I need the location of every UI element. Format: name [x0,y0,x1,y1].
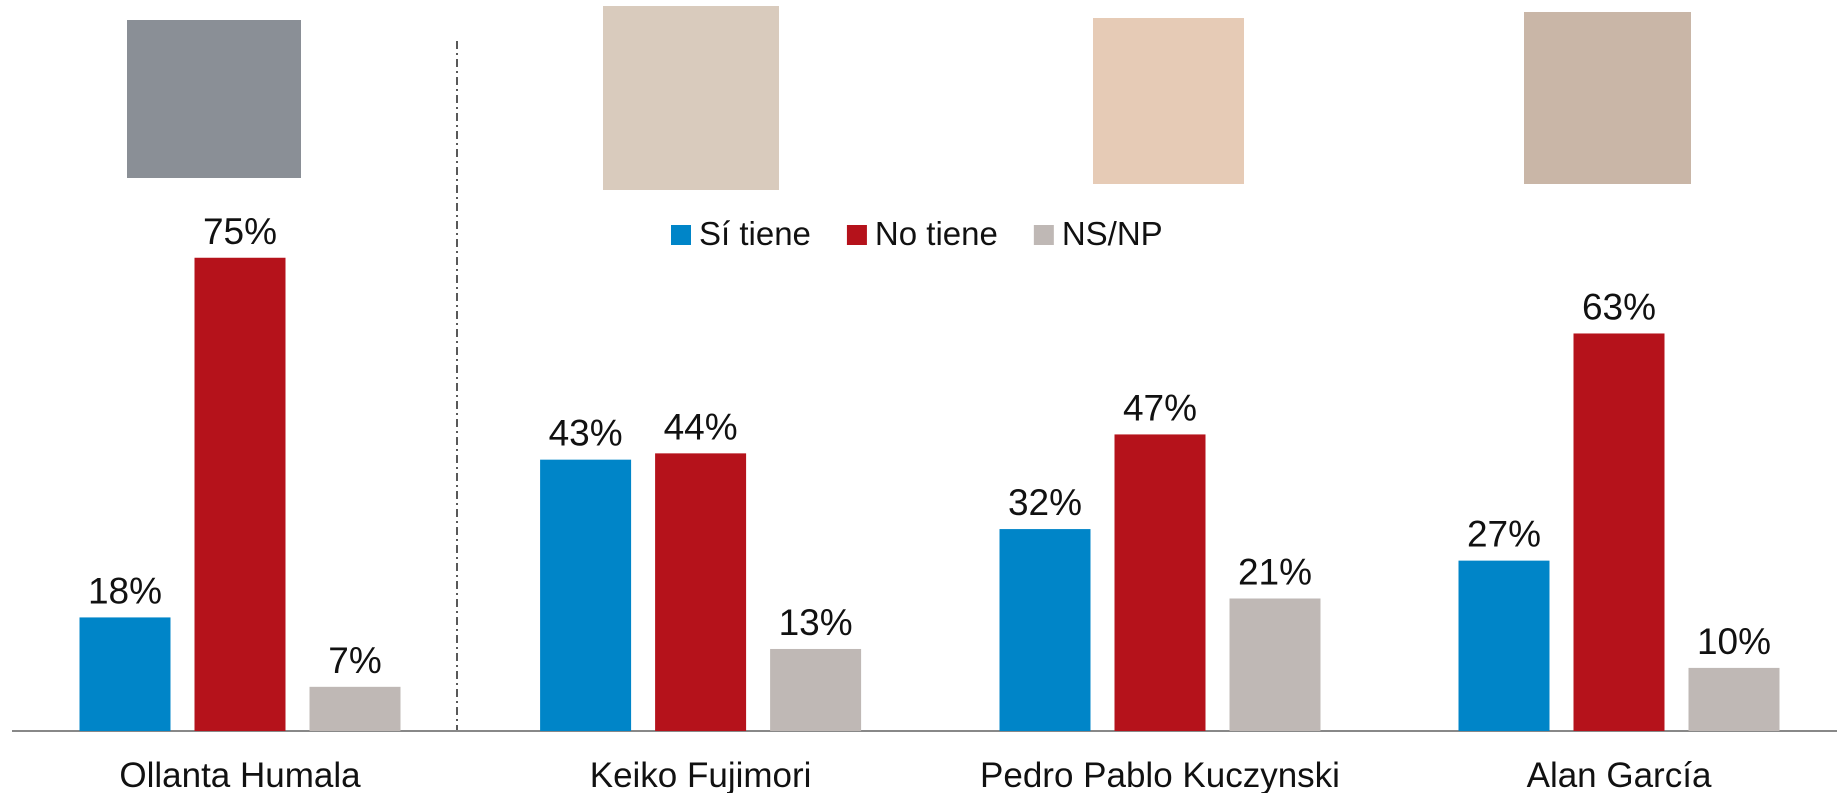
value-label: 75% [203,211,277,252]
bar [310,687,401,731]
value-label: 21% [1238,551,1312,592]
legend-label: Sí tiene [699,215,811,252]
bar [1230,598,1321,731]
photo [603,6,779,190]
bar [540,460,631,731]
value-label: 18% [88,570,162,611]
value-label: 44% [664,406,738,447]
bar [1115,434,1206,731]
value-label: 43% [549,413,623,454]
bar [770,649,861,731]
bar [1574,333,1665,731]
category-label: Alan García [1527,756,1712,793]
value-label: 7% [328,640,381,681]
legend-swatch [847,225,867,245]
photo [127,20,301,178]
value-label: 32% [1008,482,1082,523]
value-label: 13% [779,602,853,643]
bar [195,258,286,731]
category-label: Keiko Fujimori [590,756,812,793]
bar [655,453,746,731]
photo [1093,18,1244,184]
legend-label: No tiene [875,215,998,252]
value-label: 27% [1467,514,1541,555]
value-label: 10% [1697,621,1771,662]
chart: Ollanta Humala 18% 75% 7% Keiko Fujimori 43% 4… [0,0,1837,793]
bar [1459,561,1550,731]
category-label: Pedro Pablo Kuczynski [980,756,1340,793]
category-label: Ollanta Humala [119,756,361,793]
photo [1524,12,1691,184]
value-label: 63% [1582,286,1656,327]
bar [1000,529,1091,731]
legend-label: NS/NP [1062,215,1163,252]
legend-swatch [1034,225,1054,245]
bar [80,617,171,731]
bar [1689,668,1780,731]
legend-swatch [671,225,691,245]
value-label: 47% [1123,387,1197,428]
photos [127,6,1691,190]
